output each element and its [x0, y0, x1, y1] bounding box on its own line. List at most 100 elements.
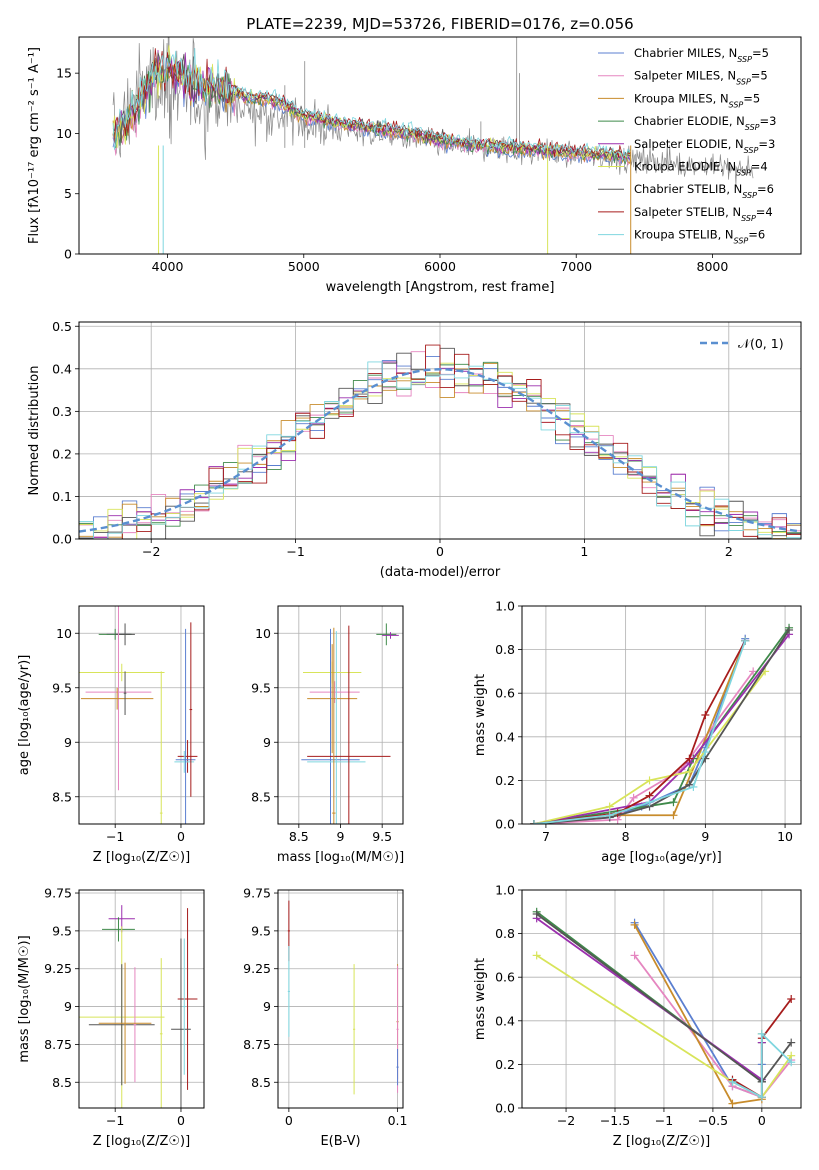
- cumulative-mass-vs-age-ytick-label: 0.4: [495, 729, 515, 744]
- mass-vs-Z-axes: −1 0 8.5 8.75 9 9.25 9.5 9.75 Z [log₁₀(Z/Z☉)] mas…: [17, 886, 205, 1149]
- spectrum-ytick-label: 5: [64, 186, 72, 201]
- cumulative-mass-vs-Z-ytick-label: 0.8: [495, 926, 515, 941]
- mass-vs-EBV-ytick-label: 8.75: [243, 1037, 271, 1052]
- spectrum-legend: Chabrier MILES, NSSP=5 Salpeter MILES, NS…: [598, 46, 776, 245]
- mass-vs-EBV-ytick-label: 9: [263, 999, 271, 1014]
- cumulative-mass-vs-age-plot-area: [529, 623, 794, 824]
- cumulative-mass-vs-Z-xtick-label: 0: [758, 1113, 766, 1128]
- cumulative-mass-vs-age-ylabel: mass weight: [473, 674, 488, 756]
- mass-vs-Z-ytick-label: 8.75: [44, 1037, 72, 1052]
- residual-histogram-xtick-label: −1: [286, 544, 304, 559]
- legend-entry: Kroupa STELIB, NSSP=6: [634, 228, 765, 246]
- age-vs-Z-ytick-label: 9.5: [52, 680, 72, 695]
- mass-vs-EBV-ytick-label: 9.25: [243, 961, 271, 976]
- mass-vs-EBV-ytick-label: 8.5: [251, 1075, 271, 1090]
- spectrum-xtick-label: 5000: [288, 259, 320, 274]
- cumulative-mass-vs-Z-ylabel: mass weight: [473, 958, 488, 1040]
- mass-vs-EBV-xtick-label: 0: [285, 1113, 293, 1128]
- legend-entry: Chabrier MILES, NSSP=5: [634, 46, 769, 64]
- histogram-series: [79, 361, 801, 539]
- mass-vs-Z-xtick-label: −1: [106, 1113, 124, 1128]
- legend-entry: Salpeter STELIB, NSSP=4: [634, 205, 773, 223]
- spectrum-data-line: [112, 37, 754, 185]
- cumulative-mass-vs-age-xlabel: age [log₁₀(age/yr)]: [601, 850, 722, 865]
- legend-entry: Kroupa MILES, NSSP=5: [634, 91, 760, 109]
- age-vs-Z-xlabel: Z [log₁₀(Z/Z☉)]: [93, 850, 190, 865]
- age-vs-mass-xtick-label: 9.5: [372, 829, 392, 844]
- mass-vs-Z-ytick-label: 8.5: [52, 1075, 72, 1090]
- age-vs-Z-xtick-label: −1: [106, 829, 124, 844]
- spectrum-ytick-label: 10: [56, 126, 72, 141]
- age-vs-mass-xlabel: mass [log₁₀(M/M☉)]: [277, 850, 404, 865]
- age-vs-mass-ytick-label: 9.5: [251, 680, 271, 695]
- age-vs-Z-ytick-label: 10: [56, 626, 72, 641]
- cumulative-series-line: [533, 627, 790, 824]
- spectrum-xtick-label: 8000: [697, 259, 729, 274]
- spectrum-ytick-label: 15: [56, 66, 72, 81]
- residual-histogram-xtick-label: 1: [580, 544, 588, 559]
- cumulative-mass-vs-Z-xtick-label: −1: [655, 1113, 673, 1128]
- mass-vs-Z-xlabel: Z [log₁₀(Z/Z☉)]: [93, 1134, 190, 1149]
- histogram-series: [79, 363, 801, 539]
- cumulative-series-line: [533, 640, 747, 824]
- cumulative-mass-vs-Z-xtick-label: −2: [557, 1113, 575, 1128]
- cumulative-mass-vs-age-frame: [521, 605, 802, 825]
- residual-histogram-ytick-label: 0.1: [52, 489, 72, 504]
- residual-histogram-ytick-label: 0.4: [52, 361, 72, 376]
- spectrum-axes: 4000 5000 6000 7000 8000 0 5 10 15 wavelength [An…: [27, 36, 802, 295]
- cumulative-mass-vs-age-xtick-label: 9: [701, 829, 709, 844]
- age-vs-mass-xtick-label: 8.5: [289, 829, 309, 844]
- age-vs-mass-plot-area: [301, 623, 399, 824]
- cumulative-series-line: [533, 670, 754, 824]
- histogram-series: [79, 344, 801, 539]
- residual-histogram-xtick-label: 2: [725, 544, 733, 559]
- cumulative-mass-vs-Z-ytick-label: 0.2: [495, 1057, 515, 1072]
- cumulative-series-line: [633, 924, 763, 1105]
- residual-histogram-xtick-label: 0: [436, 544, 444, 559]
- mass-vs-Z-ylabel: mass [log₁₀(M/M☉)]: [17, 935, 32, 1062]
- residual-histogram-ylabel: Normed distribution: [27, 366, 42, 496]
- figure-title: PLATE=2239, MJD=53726, FIBERID=0176, z=0…: [246, 15, 633, 33]
- normal-legend-label: 𝒩(0, 1): [738, 336, 784, 351]
- cumulative-mass-vs-Z-ytick-label: 1.0: [495, 883, 515, 898]
- cumulative-series-line: [732, 1032, 792, 1098]
- cumulative-series-line: [633, 922, 763, 1098]
- normal-curve: [79, 368, 801, 533]
- residual-histogram-axes: −2 −1 0 1 2 0.0 0.1 0.2 0.3 0.4 0.5 (data-model)/er…: [27, 319, 802, 580]
- spectrum-model-line: [112, 48, 632, 158]
- legend-entry: Chabrier ELODIE, NSSP=3: [634, 114, 776, 132]
- cumulative-series-line: [533, 633, 790, 824]
- spectrum-model-line: [112, 52, 631, 159]
- cumulative-mass-vs-Z-plot-area: [532, 907, 796, 1108]
- mass-vs-EBV-ytick-label: 9.5: [251, 923, 271, 938]
- mass-vs-Z-xtick-label: 0: [177, 1113, 185, 1128]
- mass-vs-Z-frame: [78, 889, 205, 1109]
- age-vs-mass-ytick-label: 10: [255, 626, 271, 641]
- spectrum-xlabel: wavelength [Angstrom, rest frame]: [326, 280, 555, 295]
- cumulative-series-line: [633, 954, 792, 1098]
- mass-vs-EBV-axes: 0 0.1 8.5 8.75 9 9.25 9.5 9.75 E(B-V): [243, 886, 407, 1149]
- cumulative-mass-vs-age-ytick-label: 0.8: [495, 642, 515, 657]
- mass-vs-Z-ytick-label: 9: [64, 999, 72, 1014]
- residual-histogram-xtick-label: −2: [142, 544, 160, 559]
- residual-histogram-ytick-label: 0.5: [52, 319, 72, 334]
- age-vs-mass-axes: 8.5 9 9.5 8.5 9 9.5 10 mass [log₁₀(M/M☉)]: [251, 605, 404, 865]
- age-vs-Z-ytick-label: 9: [64, 735, 72, 750]
- spectrum-ylabel: Flux [fλ10⁻¹⁷ erg cm⁻² s⁻¹ A⁻¹]: [27, 47, 42, 244]
- legend-entry: Salpeter MILES, NSSP=5: [634, 69, 768, 87]
- age-vs-Z-axes: −1 0 8.5 9 9.5 10 Z [log₁₀(Z/Z☉)] age [log₁₀(ag…: [17, 605, 205, 865]
- cumulative-mass-vs-age-xtick-label: 7: [542, 829, 550, 844]
- cumulative-mass-vs-Z-xtick-label: −0.5: [698, 1113, 728, 1128]
- mass-vs-Z-ytick-label: 9.25: [44, 961, 72, 976]
- cumulative-series-line: [533, 629, 790, 824]
- cumulative-mass-vs-Z-xtick-label: −1.5: [600, 1113, 630, 1128]
- cumulative-mass-vs-age-ytick-label: 1.0: [495, 599, 515, 614]
- age-vs-mass-ytick-label: 9: [263, 735, 271, 750]
- age-vs-Z-xtick-label: 0: [177, 829, 185, 844]
- spectrum-xtick-label: 4000: [152, 259, 184, 274]
- mass-vs-Z-plot-area: [79, 905, 198, 1108]
- mass-vs-EBV-ytick-label: 9.75: [243, 886, 271, 901]
- spectrum-xtick-label: 7000: [560, 259, 592, 274]
- legend-entry: Kroupa ELODIE, NSSP=4: [634, 160, 768, 178]
